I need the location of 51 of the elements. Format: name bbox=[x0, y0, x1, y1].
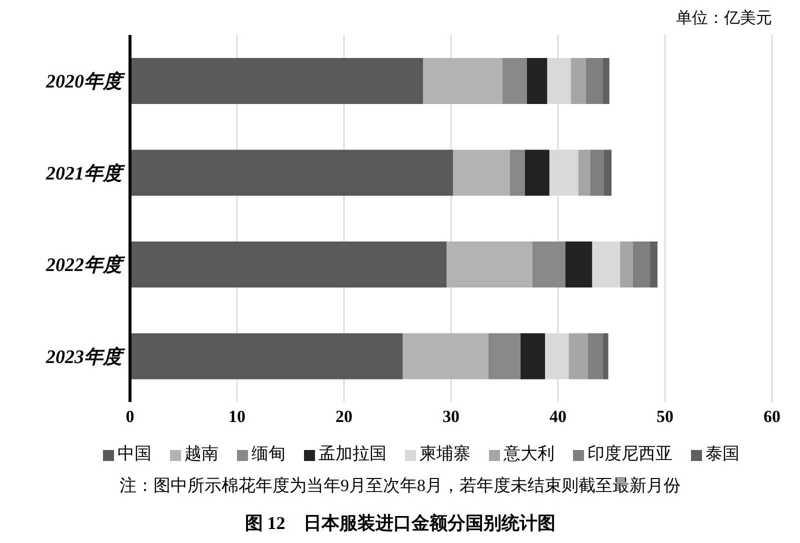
legend-label: 中国 bbox=[118, 444, 152, 463]
bar bbox=[650, 241, 658, 288]
x-tick-label: 20 bbox=[336, 407, 352, 426]
bar bbox=[423, 58, 502, 104]
text: 单位：亿美元 bbox=[675, 8, 773, 29]
x-tick-label: 10 bbox=[228, 407, 246, 426]
bar bbox=[592, 241, 620, 288]
bar bbox=[130, 150, 454, 196]
bar bbox=[488, 333, 521, 380]
text: 注：图中所示棉花年度为当年9月至次年8月，若年度未结束则截至最新月份 bbox=[118, 475, 682, 497]
legend-label: 柬埔寨 bbox=[420, 444, 470, 463]
bar bbox=[532, 241, 566, 288]
text: 图 12 日本服装进口金额分国别统计图 bbox=[244, 512, 556, 535]
x-tick-label: 0 bbox=[126, 407, 134, 426]
bar bbox=[520, 333, 546, 380]
bar bbox=[588, 333, 603, 380]
bar bbox=[402, 333, 488, 380]
bar bbox=[604, 150, 612, 196]
bar bbox=[586, 58, 603, 104]
y-tick-label: 2021年度 bbox=[45, 162, 126, 184]
bar bbox=[570, 58, 586, 104]
legend-label: 泰国 bbox=[706, 444, 740, 463]
bar bbox=[568, 333, 588, 380]
x-tick-label: 60 bbox=[764, 407, 780, 426]
bar bbox=[620, 241, 633, 288]
bar bbox=[130, 241, 447, 288]
bar bbox=[602, 58, 610, 104]
bar bbox=[510, 150, 525, 196]
bar bbox=[565, 241, 592, 288]
x-tick-label: 50 bbox=[656, 407, 674, 426]
legend-label: 越南 bbox=[184, 444, 218, 463]
bar bbox=[446, 241, 532, 288]
y-tick-label: 2022年度 bbox=[45, 254, 126, 276]
bar bbox=[632, 241, 650, 288]
y-tick-label: 2020年度 bbox=[45, 70, 126, 93]
bar bbox=[526, 58, 548, 104]
legend-label: 印度尼西亚 bbox=[588, 444, 672, 463]
bar bbox=[130, 333, 403, 380]
y-tick-label: 2023年度 bbox=[45, 346, 126, 368]
x-tick-label: 40 bbox=[550, 407, 566, 426]
bar bbox=[602, 333, 608, 380]
x-tick-label: 30 bbox=[442, 407, 460, 426]
bar bbox=[453, 150, 510, 196]
bar bbox=[502, 58, 527, 104]
legend-label: 孟加拉国 bbox=[318, 444, 386, 463]
bar bbox=[578, 150, 590, 196]
legend-label: 缅甸 bbox=[252, 444, 286, 463]
bar bbox=[130, 58, 424, 104]
bar bbox=[590, 150, 604, 196]
bar bbox=[524, 150, 550, 196]
legend-label: 意大利 bbox=[504, 444, 554, 463]
